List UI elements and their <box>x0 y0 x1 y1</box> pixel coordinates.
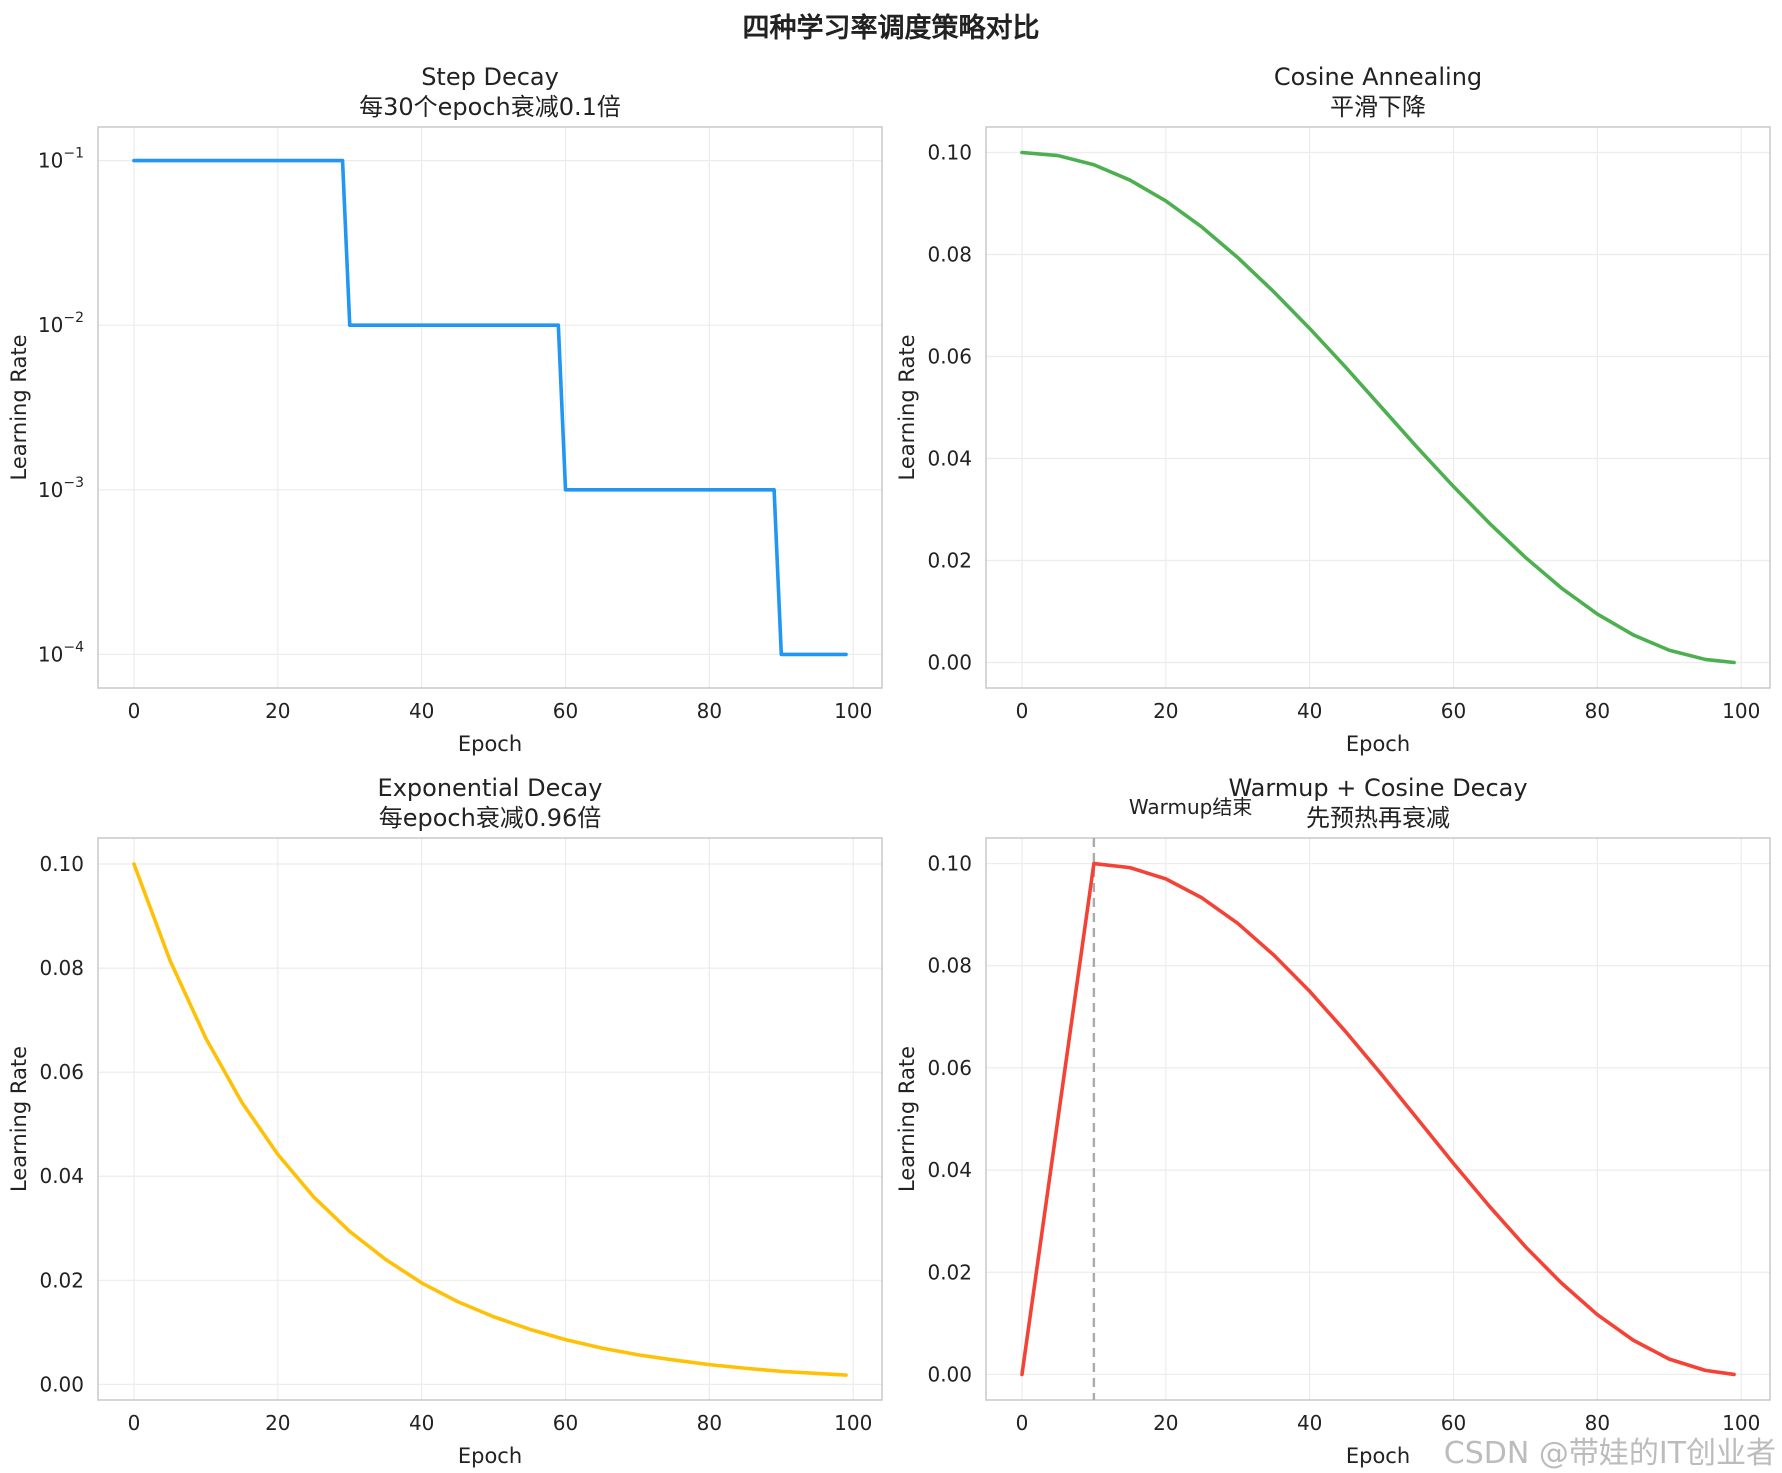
x-tick-label: 100 <box>834 1411 872 1435</box>
y-tick-base: 10 <box>38 478 63 502</box>
y-tick-label: 0.10 <box>927 852 972 876</box>
chart-subtitle: 每epoch衰减0.96倍 <box>379 804 602 832</box>
x-axis-label: Epoch <box>458 1444 522 1468</box>
y-tick-label: 0.02 <box>927 1260 972 1284</box>
x-tick-label: 100 <box>1722 1411 1760 1435</box>
y-tick-label: 0.00 <box>927 1362 972 1386</box>
x-tick-label: 0 <box>128 1411 141 1435</box>
y-tick-label: 0.08 <box>927 954 972 978</box>
y-tick-base: 10 <box>38 313 63 337</box>
y-tick-label: 10−3 <box>38 475 84 502</box>
watermark: CSDN @带娃的IT创业者 <box>1444 1436 1776 1471</box>
x-tick-label: 60 <box>1441 699 1466 723</box>
y-tick-label: 0.00 <box>39 1372 84 1396</box>
series-line <box>132 158 848 657</box>
y-tick-exponent: −4 <box>63 639 84 655</box>
y-tick-label: 0.04 <box>39 1164 84 1188</box>
x-tick-label: 0 <box>128 699 141 723</box>
x-tick-label: 80 <box>1585 699 1610 723</box>
plot-frame <box>985 837 1771 1401</box>
x-tick-label: 20 <box>265 699 290 723</box>
chart-title: Exponential Decay <box>378 774 603 802</box>
x-tick-label: 40 <box>1297 699 1322 723</box>
chart-subtitle: 平滑下降 <box>1330 93 1426 121</box>
figure-title: 四种学习率调度策略对比 <box>743 12 1040 44</box>
y-tick-label: 0.02 <box>927 549 972 573</box>
y-tick-base: 10 <box>38 642 63 666</box>
y-tick-exponent: −2 <box>63 310 84 326</box>
y-tick-label: 0.08 <box>39 956 84 980</box>
y-tick-label: 0.06 <box>39 1060 84 1084</box>
y-tick-label: 0.02 <box>39 1268 84 1292</box>
x-tick-label: 0 <box>1016 1411 1029 1435</box>
y-tick-label: 0.06 <box>927 1056 972 1080</box>
x-tick-label: 60 <box>553 1411 578 1435</box>
x-axis-label: Epoch <box>1346 732 1410 756</box>
x-tick-label: 100 <box>834 699 872 723</box>
x-tick-label: 40 <box>409 699 434 723</box>
y-tick-label: 0.10 <box>927 141 972 165</box>
y-axis-label: Learning Rate <box>895 1046 919 1192</box>
series-line <box>132 862 848 1377</box>
plot-frame <box>97 126 883 689</box>
chart-title: Cosine Annealing <box>1274 63 1482 91</box>
x-tick-label: 20 <box>1153 1411 1178 1435</box>
x-tick-label: 80 <box>697 1411 722 1435</box>
x-tick-label: 80 <box>1585 1411 1610 1435</box>
x-axis-label: Epoch <box>1346 1444 1410 1468</box>
x-tick-label: 40 <box>1297 1411 1322 1435</box>
x-tick-label: 100 <box>1722 699 1760 723</box>
y-axis-label: Learning Rate <box>7 335 31 481</box>
x-tick-label: 0 <box>1016 699 1029 723</box>
chart-subtitle: 先预热再衰减 <box>1306 804 1450 832</box>
x-axis-label: Epoch <box>458 732 522 756</box>
series-line <box>1020 150 1736 665</box>
y-tick-base: 10 <box>38 149 63 173</box>
y-tick-label: 0.00 <box>927 651 972 675</box>
y-tick-label: 0.08 <box>927 243 972 267</box>
y-tick-label: 0.04 <box>927 1158 972 1182</box>
chart-subtitle: 每30个epoch衰减0.1倍 <box>359 93 621 121</box>
x-tick-label: 20 <box>265 1411 290 1435</box>
chart-title: Warmup + Cosine Decay <box>1228 774 1527 802</box>
y-tick-label: 10−4 <box>38 639 84 666</box>
warmup-end-annotation: Warmup结束 <box>1129 795 1252 819</box>
y-tick-label: 10−2 <box>38 310 84 337</box>
plot-frame <box>97 837 883 1401</box>
x-tick-label: 80 <box>697 699 722 723</box>
y-tick-label: 0.10 <box>39 852 84 876</box>
chart-title: Step Decay <box>421 63 559 91</box>
x-tick-label: 60 <box>553 699 578 723</box>
y-tick-exponent: −3 <box>63 475 84 491</box>
x-tick-label: 60 <box>1441 1411 1466 1435</box>
y-tick-label: 0.04 <box>927 447 972 471</box>
plot-frame <box>985 126 1771 689</box>
y-tick-label: 10−1 <box>38 146 84 173</box>
series-line <box>1020 861 1736 1377</box>
y-axis-label: Learning Rate <box>7 1046 31 1192</box>
x-tick-label: 40 <box>409 1411 434 1435</box>
x-tick-label: 20 <box>1153 699 1178 723</box>
y-tick-label: 0.06 <box>927 345 972 369</box>
y-axis-label: Learning Rate <box>895 335 919 481</box>
y-tick-exponent: −1 <box>63 146 84 162</box>
